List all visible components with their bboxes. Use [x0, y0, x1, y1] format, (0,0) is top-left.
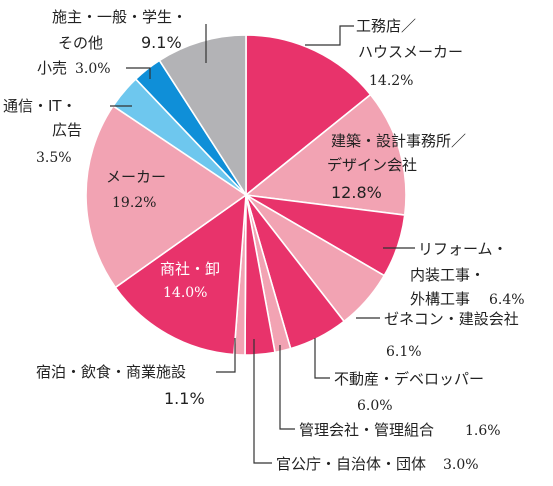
slice-value-3: 6.1% — [386, 344, 422, 360]
slice-label-6-line-0: 官公庁・自治体・団体 — [276, 455, 426, 473]
slice-value-8: 14.0% — [163, 285, 207, 301]
slice-label-2-line-0: リフォーム・ — [418, 240, 508, 258]
slice-label-7-line-0: 宿泊・飲食・商業施設 — [36, 363, 186, 381]
slice-label-5-line-0: 管理会社・管理組合 — [299, 421, 434, 439]
pie-slice-8 — [114, 194, 247, 356]
slice-label-12-line-0: 施主・一般・学生・ — [52, 8, 187, 26]
slice-value-9: 19.2% — [112, 195, 156, 211]
leader-line-11 — [126, 67, 151, 79]
slice-label-2-line-2: 外構工事 — [410, 290, 470, 308]
pie-slices — [85, 34, 407, 356]
leader-lines — [110, 24, 415, 464]
pie-slice-9 — [85, 105, 247, 289]
pie-slice-0 — [245, 34, 372, 196]
slice-label-12-line-1: その他 — [58, 34, 103, 52]
slice-value-6: 3.0% — [443, 457, 479, 473]
slice-label-11-line-0: 小売 — [37, 59, 67, 77]
slice-label-1-line-1: デザイン会社 — [327, 156, 417, 174]
slice-value-7: 1.1% — [164, 389, 205, 408]
slice-label-10-line-0: 通信・IT・ — [3, 97, 77, 115]
slice-value-12: 9.1% — [141, 33, 182, 52]
slice-label-0-line-0: 工務店／ — [356, 17, 416, 35]
leader-line-0 — [305, 25, 354, 46]
slice-label-8-line-0: 商社・卸 — [160, 260, 220, 278]
slice-label-3-line-0: ゼネコン・建設会社 — [384, 310, 519, 328]
leader-line-4 — [314, 338, 330, 379]
slice-value-1: 12.8% — [331, 183, 382, 202]
slice-label-1-line-0: 建築・設計事務所／ — [331, 132, 466, 150]
slice-value-10: 3.5% — [36, 150, 72, 166]
slice-label-9-line-0: メーカー — [106, 168, 166, 186]
slice-value-0: 14.2% — [369, 73, 413, 89]
slice-value-4: 6.0% — [357, 398, 393, 414]
slice-label-10-line-1: 広告 — [52, 121, 82, 139]
slice-label-4-line-0: 不動産・デベロッパー — [334, 370, 484, 388]
slice-label-0-line-1: ハウスメーカー — [358, 43, 463, 61]
pie-slice-1 — [245, 93, 407, 216]
slice-labels: 工務店／ ハウスメーカー 14.2% 建築・設計事務所／ デザイン会社 12.8… — [3, 8, 525, 473]
leader-line-7 — [216, 338, 236, 373]
slice-value-11: 3.0% — [75, 61, 111, 77]
slice-label-2-line-1: 内装工事・ — [410, 266, 485, 284]
leader-line-5 — [279, 345, 295, 430]
leader-line-6 — [253, 339, 272, 464]
pie-slice-12 — [158, 34, 247, 196]
slice-value-2: 6.4% — [489, 292, 525, 308]
slice-value-5: 1.6% — [465, 423, 501, 439]
